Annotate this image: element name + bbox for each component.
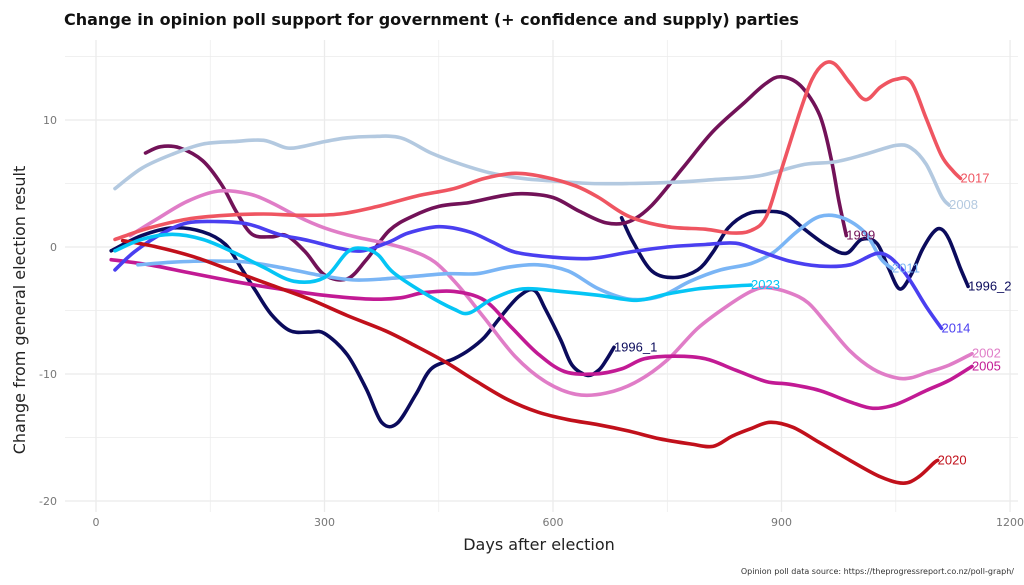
series-label-2002: 2002 bbox=[972, 346, 1001, 361]
x-tick-label: 0 bbox=[93, 516, 100, 529]
series-line-2008 bbox=[113, 134, 951, 207]
series-label-1996_1: 1996_1 bbox=[614, 339, 657, 354]
series-lines bbox=[109, 60, 974, 485]
series-line-2002 bbox=[128, 188, 974, 398]
y-tick-labels: -20 -10 0 10 bbox=[39, 114, 57, 508]
series-label-2011: 2011 bbox=[892, 261, 920, 276]
y-tick-label: 10 bbox=[43, 114, 57, 127]
y-tick-label: -10 bbox=[39, 368, 57, 381]
series-line-2020 bbox=[120, 238, 940, 485]
chart-title: Change in opinion poll support for gover… bbox=[64, 10, 799, 29]
x-tick-labels: 0 300 600 900 1200 bbox=[93, 516, 1024, 529]
series-line-2011 bbox=[136, 213, 894, 302]
x-tick-label: 900 bbox=[771, 516, 792, 529]
series-label-2020: 2020 bbox=[938, 452, 967, 467]
series-line-1996_1 bbox=[109, 225, 616, 429]
x-tick-label: 300 bbox=[314, 516, 335, 529]
series-label-2005: 2005 bbox=[972, 358, 1001, 373]
series-label-2008: 2008 bbox=[949, 197, 978, 212]
grid-lines bbox=[65, 40, 1018, 512]
series-line-2017 bbox=[113, 60, 963, 242]
series-label-2023: 2023 bbox=[751, 277, 780, 292]
series-line-1996_2 bbox=[619, 209, 970, 291]
y-tick-label: 0 bbox=[50, 241, 57, 254]
x-tick-label: 1200 bbox=[996, 516, 1024, 529]
x-axis-label: Days after election bbox=[463, 535, 615, 554]
series-line-2005 bbox=[109, 257, 974, 411]
series-label-2017: 2017 bbox=[961, 170, 990, 185]
source-caption: Opinion poll data source: https://thepro… bbox=[741, 567, 1014, 576]
y-tick-label: -20 bbox=[39, 495, 57, 508]
series-label-1999: 1999 bbox=[846, 228, 875, 243]
y-axis-label: Change from general election result bbox=[10, 166, 29, 455]
x-tick-label: 600 bbox=[543, 516, 564, 529]
series-label-2014: 2014 bbox=[941, 320, 970, 335]
series-line-2023 bbox=[113, 232, 753, 316]
series-line-2014 bbox=[113, 219, 944, 331]
series-label-1996_2: 1996_2 bbox=[968, 278, 1011, 293]
